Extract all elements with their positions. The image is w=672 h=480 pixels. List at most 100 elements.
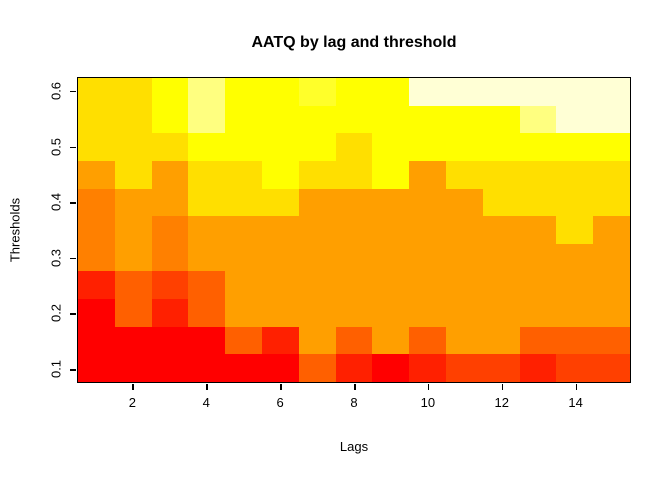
heatmap-cell bbox=[335, 216, 373, 244]
heatmap-cell bbox=[593, 271, 630, 300]
heatmap-cell bbox=[482, 354, 520, 382]
heatmap-cell bbox=[519, 78, 557, 106]
heatmap-cell bbox=[151, 354, 189, 382]
heatmap-cell bbox=[188, 105, 226, 134]
heatmap-cell bbox=[335, 133, 373, 161]
x-axis-tick bbox=[354, 384, 356, 390]
heatmap-cell bbox=[78, 354, 115, 382]
heatmap-cell bbox=[188, 271, 226, 300]
heatmap-cell bbox=[519, 188, 557, 217]
heatmap-cell bbox=[78, 243, 115, 272]
heatmap-cell bbox=[298, 160, 336, 189]
heatmap-cell bbox=[372, 271, 410, 300]
y-axis-tick-label: 0.6 bbox=[48, 81, 64, 100]
heatmap-cell bbox=[409, 78, 446, 106]
heatmap-cell bbox=[78, 78, 115, 106]
heatmap-cell bbox=[372, 299, 410, 327]
heatmap-cell bbox=[114, 216, 152, 244]
heatmap-cell bbox=[409, 299, 446, 327]
heatmap-cell bbox=[556, 299, 594, 327]
heatmap-cell bbox=[445, 243, 483, 272]
heatmap-cell bbox=[114, 299, 152, 327]
y-axis-tick bbox=[70, 90, 76, 93]
heatmap-cell bbox=[519, 326, 557, 355]
heatmap-cell bbox=[114, 78, 152, 106]
heatmap-cell bbox=[556, 78, 594, 106]
heatmap-cell bbox=[298, 243, 336, 272]
heatmap-cell bbox=[261, 105, 299, 134]
heatmap-cell bbox=[225, 326, 262, 355]
y-axis-tick-label: 0.3 bbox=[48, 248, 64, 267]
heatmap-cell bbox=[261, 160, 299, 189]
heatmap-cell bbox=[261, 299, 299, 327]
heatmap-cell bbox=[482, 78, 520, 106]
heatmap-cell bbox=[445, 216, 483, 244]
heatmap-cell bbox=[188, 133, 226, 161]
heatmap-cell bbox=[519, 299, 557, 327]
heatmap-cell bbox=[372, 78, 410, 106]
heatmap-cell bbox=[151, 188, 189, 217]
heatmap-cell bbox=[519, 105, 557, 134]
heatmap-cell bbox=[78, 326, 115, 355]
heatmap-cell bbox=[556, 243, 594, 272]
heatmap-cell bbox=[114, 326, 152, 355]
heatmap-cell bbox=[593, 299, 630, 327]
heatmap-cell bbox=[78, 133, 115, 161]
heatmap-cell bbox=[409, 133, 446, 161]
heatmap-cell bbox=[593, 160, 630, 189]
heatmap-cell bbox=[298, 133, 336, 161]
heatmap-cell bbox=[78, 105, 115, 134]
heatmap-cell bbox=[261, 271, 299, 300]
x-axis-tick-label: 2 bbox=[128, 395, 136, 410]
x-axis-tick-label: 12 bbox=[494, 395, 509, 410]
y-axis-tick bbox=[70, 313, 76, 315]
heatmap-cell bbox=[556, 133, 594, 161]
y-axis-label: Thresholds bbox=[7, 197, 23, 263]
heatmap-cell bbox=[261, 216, 299, 244]
heatmap-cell bbox=[409, 243, 446, 272]
heatmap-cell bbox=[409, 354, 446, 382]
y-axis-tick bbox=[70, 202, 76, 204]
x-axis-tick bbox=[427, 384, 430, 390]
heatmap-cell bbox=[593, 354, 630, 382]
heatmap-cell bbox=[114, 105, 152, 134]
heatmap-cell bbox=[335, 160, 373, 189]
heatmap-cell bbox=[482, 105, 520, 134]
heatmap-cell bbox=[445, 299, 483, 327]
heatmap-cell bbox=[298, 78, 336, 106]
y-axis-tick-label: 0.5 bbox=[48, 137, 64, 156]
heatmap-cell bbox=[335, 78, 373, 106]
heatmap-cell bbox=[261, 354, 299, 382]
heatmap-cell bbox=[151, 243, 189, 272]
heatmap-cell bbox=[261, 188, 299, 217]
heatmap-cell bbox=[114, 243, 152, 272]
heatmap-cell bbox=[298, 326, 336, 355]
heatmap-cell bbox=[78, 216, 115, 244]
heatmap-cell bbox=[556, 216, 594, 244]
heatmap-cell bbox=[445, 78, 483, 106]
heatmap-cell bbox=[188, 299, 226, 327]
x-axis-label: Lags bbox=[339, 439, 369, 454]
heatmap-cell bbox=[78, 188, 115, 217]
y-axis-tick bbox=[70, 257, 76, 260]
heatmap-cell bbox=[298, 188, 336, 217]
heatmap-cell bbox=[482, 243, 520, 272]
heatmap-cell bbox=[261, 243, 299, 272]
heatmap-cell bbox=[335, 105, 373, 134]
heatmap-cell bbox=[261, 78, 299, 106]
heatmap-cell bbox=[445, 160, 483, 189]
heatmap-cell bbox=[519, 243, 557, 272]
heatmap-cell bbox=[114, 160, 152, 189]
y-axis-tick-label: 0.2 bbox=[48, 304, 64, 323]
heatmap-cell bbox=[482, 271, 520, 300]
heatmap-cell bbox=[114, 188, 152, 217]
y-axis-tick-label: 0.4 bbox=[48, 193, 64, 212]
heatmap-cell bbox=[298, 354, 336, 382]
heatmap-cell bbox=[409, 326, 446, 355]
heatmap-cell bbox=[225, 105, 262, 134]
heatmap-cell bbox=[556, 271, 594, 300]
heatmap-cell bbox=[556, 354, 594, 382]
heatmap-cell bbox=[445, 271, 483, 300]
x-axis-tick bbox=[575, 384, 578, 390]
x-axis-tick-label: 6 bbox=[276, 395, 284, 410]
